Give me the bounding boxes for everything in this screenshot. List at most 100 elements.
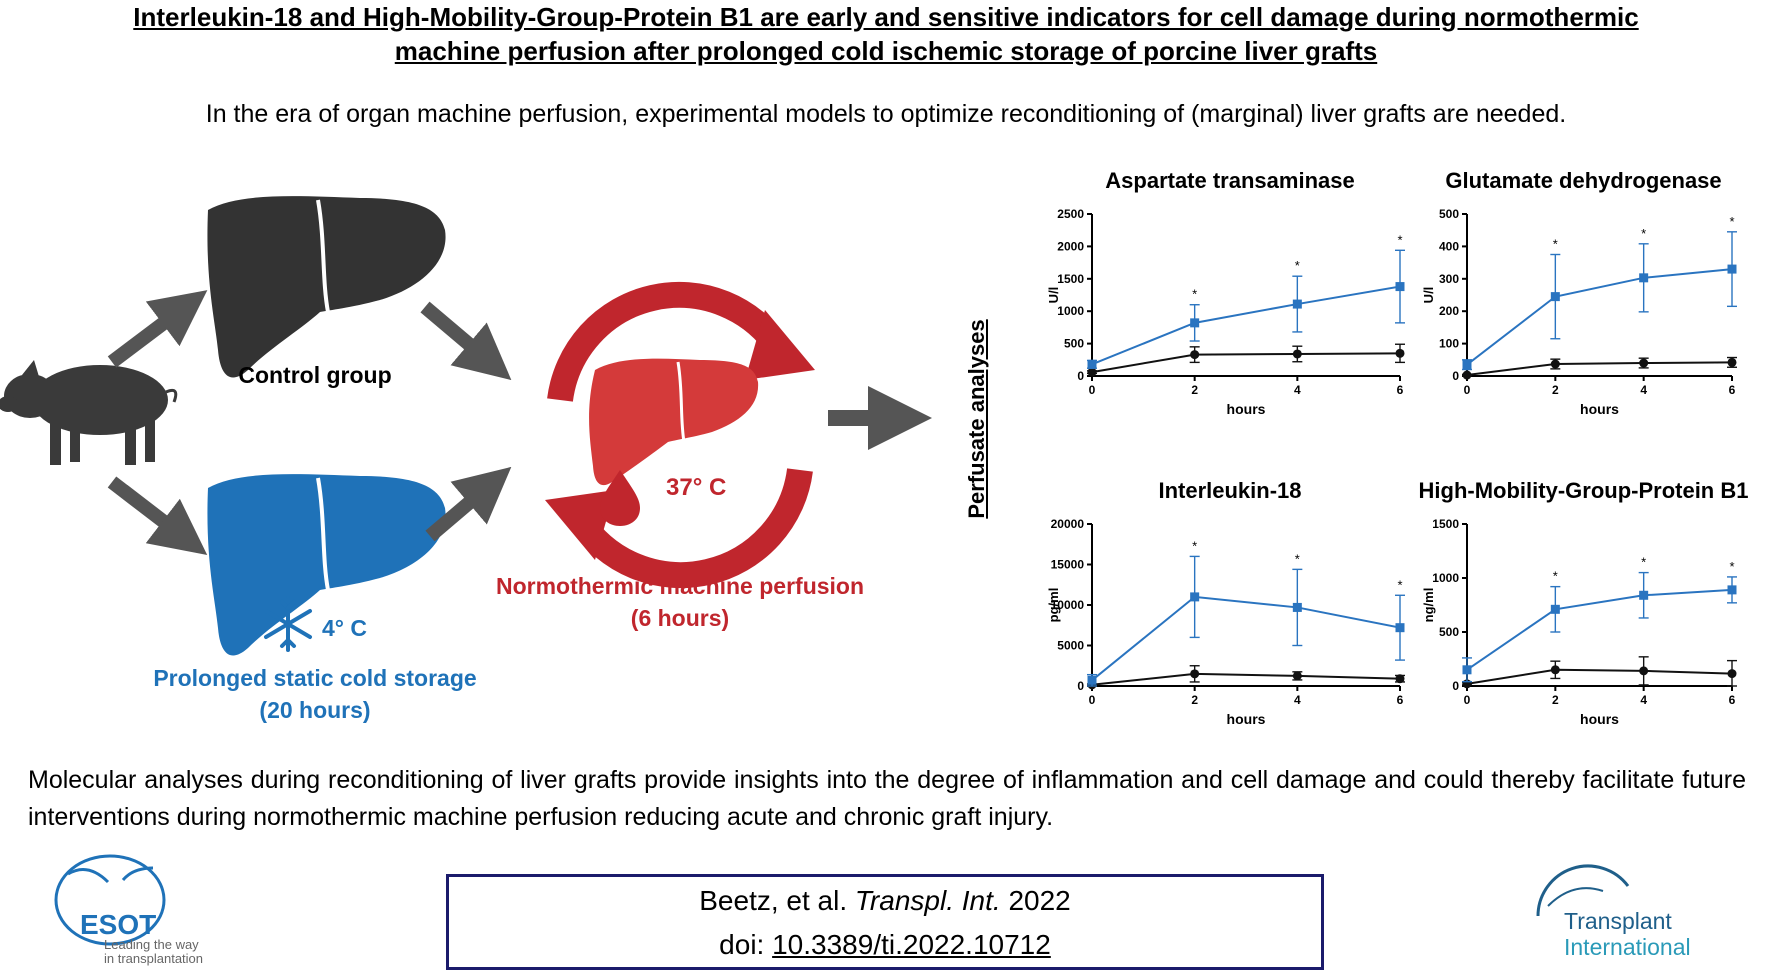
y-tick-label: 2000 [1057, 239, 1084, 253]
y-axis-label: ng/ml [1421, 588, 1436, 623]
esot-tagline-1: Leading the way [104, 937, 199, 952]
data-point [1190, 318, 1200, 328]
esot-tagline-2: in transplantation [104, 951, 204, 966]
perfusion-cycle-icon [545, 281, 815, 589]
cold-temperature-label: 4° C [322, 615, 367, 641]
significance-marker: * [1397, 232, 1402, 247]
x-tick-label: 2 [1191, 693, 1198, 707]
nmp-label: Normothermic machine perfusion (6 hours) [470, 570, 890, 634]
y-tick-label: 0 [1452, 369, 1459, 383]
data-point [1395, 623, 1405, 633]
cold-storage-line-2: (20 hours) [259, 697, 371, 723]
y-tick-label: 1000 [1432, 571, 1459, 585]
significance-marker: * [1397, 577, 1402, 592]
x-tick-label: 0 [1089, 693, 1096, 707]
series-line [1091, 352, 1401, 374]
chart-title: Glutamate dehydrogenase [1445, 168, 1722, 193]
x-tick-label: 2 [1552, 693, 1559, 707]
x-tick-label: 0 [1089, 383, 1096, 397]
doi-line: doi: 10.3389/ti.2022.10712 [449, 923, 1321, 967]
control-group-label: Control group [238, 362, 392, 388]
series-line [1091, 285, 1401, 366]
data-point [1190, 592, 1200, 602]
x-tick-label: 4 [1640, 383, 1647, 397]
data-point [1727, 669, 1737, 679]
y-tick-label: 2500 [1057, 207, 1084, 221]
series-line [1466, 588, 1733, 671]
citation-journal: Transpl. Int. [854, 885, 1001, 916]
pig-icon [0, 360, 178, 465]
y-tick-label: 0 [1077, 679, 1084, 693]
y-tick-label: 15000 [1051, 558, 1085, 572]
significance-marker: * [1641, 226, 1646, 241]
x-tick-label: 2 [1191, 383, 1198, 397]
data-point [1395, 674, 1405, 684]
data-point [1639, 590, 1649, 600]
significance-marker: * [1192, 287, 1197, 302]
y-tick-label: 200 [1439, 304, 1459, 318]
data-point [1727, 357, 1737, 367]
doi-prefix: doi: [719, 929, 765, 960]
data-point [1462, 665, 1472, 675]
data-point [1462, 370, 1472, 380]
data-point [1639, 273, 1649, 283]
y-tick-label: 0 [1077, 369, 1084, 383]
y-tick-label: 1500 [1057, 272, 1084, 286]
series-line [1466, 668, 1733, 685]
esot-tagline: Leading the way in transplantation [104, 938, 203, 966]
data-point [1292, 299, 1302, 309]
title-line-1: Interleukin-18 and High-Mobility-Group-P… [133, 2, 1639, 32]
workflow-diagram [0, 196, 932, 656]
x-tick-label: 6 [1729, 693, 1736, 707]
data-point [1292, 602, 1302, 612]
significance-marker: * [1729, 559, 1734, 574]
series-line [1466, 268, 1733, 366]
chart-title: Aspartate transaminase [1105, 168, 1355, 193]
drop-icon [600, 470, 640, 526]
citation-line: Beetz, et al. Transpl. Int. 2022 [449, 879, 1321, 923]
conclusion-text: Molecular analyses during reconditioning… [28, 766, 1746, 831]
x-tick-label: 6 [1397, 693, 1404, 707]
y-axis-label: U/l [1046, 287, 1061, 304]
esot-logo: ESOT Leading the way in transplantation [48, 854, 228, 969]
x-tick-label: 6 [1729, 383, 1736, 397]
citation-authors: Beetz, et al. [699, 885, 848, 916]
y-tick-label: 1500 [1432, 517, 1459, 531]
nmp-line-1: Normothermic machine perfusion [495, 573, 865, 599]
data-point [1292, 349, 1302, 359]
y-tick-label: 500 [1439, 625, 1459, 639]
chart-title: High-Mobility-Group-Protein B1 [1418, 478, 1749, 503]
citation-year: 2022 [1008, 885, 1071, 916]
cold-storage-label: Prolonged static cold storage (20 hours) [130, 662, 500, 726]
arrow-to-control-icon [107, 290, 208, 368]
y-tick-label: 5000 [1057, 639, 1084, 653]
chart-il18: 0 5000 10000 15000 20000 0 2 4 6 hours pg/ml * * * [1046, 517, 1405, 727]
y-tick-label: 10000 [1051, 598, 1085, 612]
data-point [1550, 359, 1560, 369]
page-title: Interleukin-18 and High-Mobility-Group-P… [0, 0, 1772, 68]
data-point [1550, 292, 1560, 302]
series-line [1091, 595, 1401, 682]
arrow-control-to-nmp-icon [420, 301, 512, 381]
y-tick-label: 400 [1439, 239, 1459, 253]
data-point [1639, 358, 1649, 368]
y-tick-label: 500 [1439, 207, 1459, 221]
data-point [1550, 665, 1560, 675]
x-tick-label: 4 [1294, 383, 1301, 397]
data-point [1639, 666, 1649, 676]
series-line [1091, 672, 1401, 686]
x-axis-label: hours [1580, 401, 1619, 417]
data-point [1727, 264, 1737, 274]
x-tick-label: 4 [1640, 693, 1647, 707]
significance-marker: * [1192, 538, 1197, 553]
intro-text: In the era of organ machine perfusion, e… [205, 100, 1567, 128]
ti-line-1: Transplant [1564, 908, 1672, 934]
x-tick-label: 2 [1552, 383, 1559, 397]
chart-panel-hmgb1: High-Mobility-Group-Protein B1 0 500 1000 1… [1395, 478, 1772, 768]
data-point [1087, 367, 1097, 377]
x-axis-label: hours [1227, 401, 1266, 417]
chart-ast: 0 500 1000 1500 2000 2500 0 2 4 6 hours U/l * * * [1046, 207, 1405, 417]
data-point [1462, 360, 1472, 370]
doi-link[interactable]: 10.3389/ti.2022.10712 [772, 929, 1051, 960]
y-tick-label: 1000 [1057, 304, 1084, 318]
